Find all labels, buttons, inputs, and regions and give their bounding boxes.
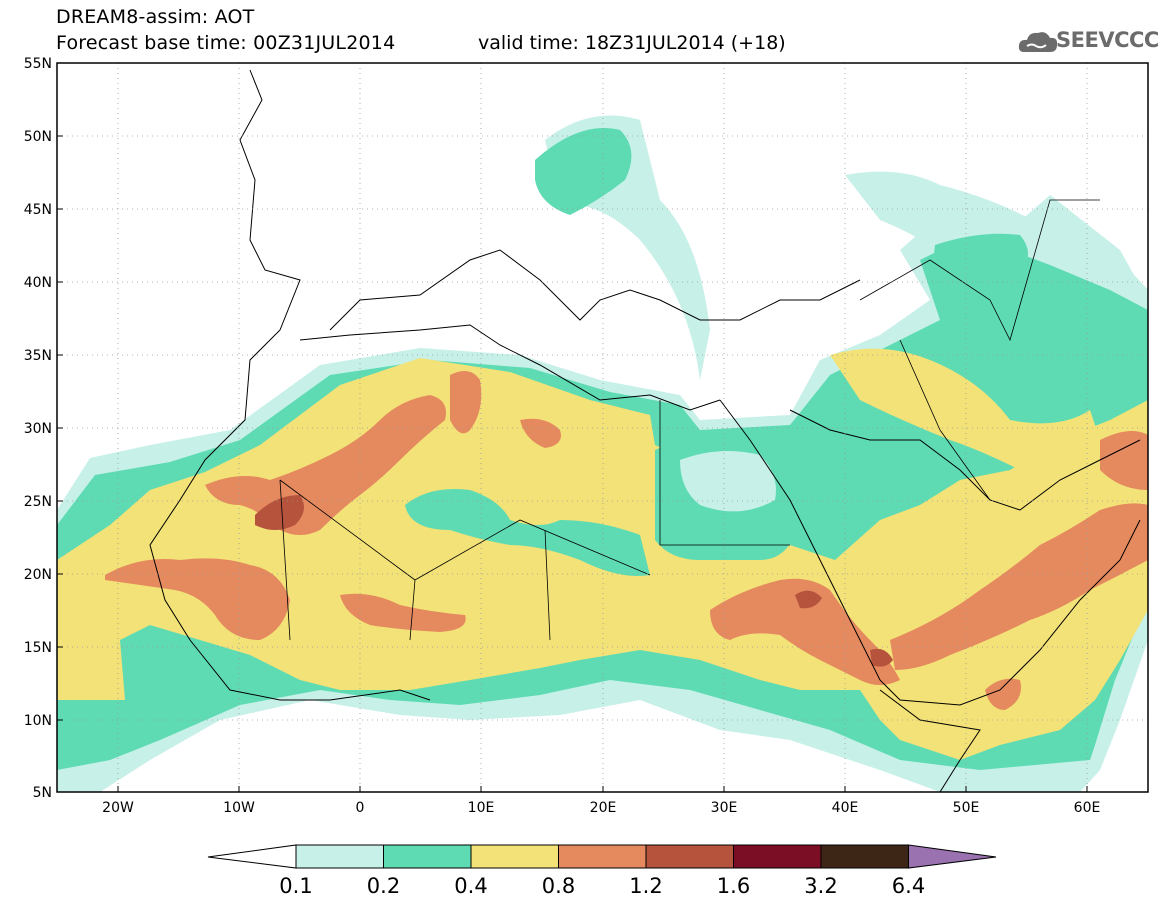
lon-label: 30E [711, 800, 738, 816]
aot-band-0.8-libya [450, 371, 482, 434]
colorbar-segment [645, 844, 734, 869]
lat-label: 45N [24, 202, 52, 218]
colorbar-label: 3.2 [804, 874, 837, 898]
aot-band-0.2-chad [405, 489, 650, 576]
colorbar-segment [820, 844, 909, 869]
aot-band-1.2-mauritania [255, 495, 304, 530]
colorbar-label: 0.2 [367, 874, 400, 898]
aot-band-0.8-niger [340, 593, 466, 632]
aot-band-0.8-algeria [520, 418, 561, 448]
lat-label: 35N [24, 348, 52, 364]
lon-labels: 20W 10W 0 10E 20E 30E 40E 50E 60E [102, 800, 1100, 816]
aot-band-0.8-sudan [710, 578, 900, 685]
colorbar-low-arrow [207, 844, 297, 869]
coastline-west-africa [149, 69, 431, 701]
aot-band-0.8-mali [105, 558, 290, 640]
aot-band-0.4-arabia [830, 348, 1100, 470]
aot-band-1.2-sudan [795, 590, 822, 609]
aot-band-0.2-iran [934, 233, 1028, 310]
aot-band-0.8-oman [985, 678, 1021, 710]
lat-label: 50N [24, 129, 52, 145]
aot-contours [57, 115, 1148, 792]
colorbar-label: 0.1 [279, 874, 312, 898]
colorbar-segment [470, 844, 559, 869]
colorbar-high-arrow [908, 844, 997, 869]
aot-band-0.1-egypt [680, 451, 776, 512]
colorbar-segment [733, 844, 822, 869]
lat-label: 10N [24, 713, 52, 729]
coastline-horn [879, 689, 981, 792]
lat-label: 20N [24, 567, 52, 583]
colorbar-label: 6.4 [892, 874, 925, 898]
border-mideast [859, 199, 1100, 501]
aot-band-0.8-arabia [890, 503, 1148, 670]
colorbar-label: 0.4 [454, 874, 487, 898]
colorbar-segment [558, 844, 647, 869]
coastline-arabia [789, 409, 1141, 511]
coastlines [149, 69, 1141, 792]
lon-label: 20W [102, 800, 134, 816]
lat-label: 40N [24, 275, 52, 291]
coastline-europe [329, 249, 861, 331]
forecast-base-time: Forecast base time: 00Z31JUL2014 [56, 32, 396, 54]
lon-label: 10E [468, 800, 495, 816]
colorbar-labels: 0.1 0.2 0.4 0.8 1.2 1.6 3.2 6.4 [279, 874, 925, 898]
lat-label: 15N [24, 640, 52, 656]
border-sahara-1 [279, 400, 790, 641]
lon-label: 10W [223, 800, 255, 816]
aot-band-0.2-europe [535, 128, 632, 215]
colorbar-segment [383, 844, 472, 869]
aot-band-0.8-west-sahara [205, 395, 446, 535]
lon-label: 60E [1074, 800, 1101, 816]
colorbar-label: 1.2 [629, 874, 662, 898]
chart-title: DREAM8-assim: AOT [56, 6, 255, 28]
lat-label: 30N [24, 421, 52, 437]
aot-band-1.2-eritrea [870, 648, 893, 667]
lon-label: 40E [832, 800, 859, 816]
lat-label: 5N [33, 785, 52, 801]
lon-label: 0 [356, 800, 365, 816]
lat-labels: 55N 50N 45N 40N 35N 30N 25N 20N 15N 10N … [24, 56, 52, 801]
coastline-med-south [299, 324, 721, 411]
colorbar-label: 0.8 [542, 874, 575, 898]
lon-label: 20E [590, 800, 617, 816]
colorbar-label: 1.6 [717, 874, 750, 898]
seevccc-cloud-icon [1018, 32, 1058, 52]
lat-label: 25N [24, 494, 52, 510]
seevccc-logo: SEEVCCC [1056, 28, 1159, 52]
valid-time: valid time: 18Z31JUL2014 (+18) [478, 32, 786, 54]
lon-label: 50E [953, 800, 980, 816]
axis-ticks [57, 62, 1088, 793]
lat-label: 55N [24, 56, 52, 72]
aot-band-0.8-gulf [1100, 431, 1148, 490]
colorbar [207, 844, 997, 869]
colorbar-segment [295, 844, 384, 869]
graticule [57, 63, 1148, 792]
coastline-red-sea [719, 399, 1141, 706]
